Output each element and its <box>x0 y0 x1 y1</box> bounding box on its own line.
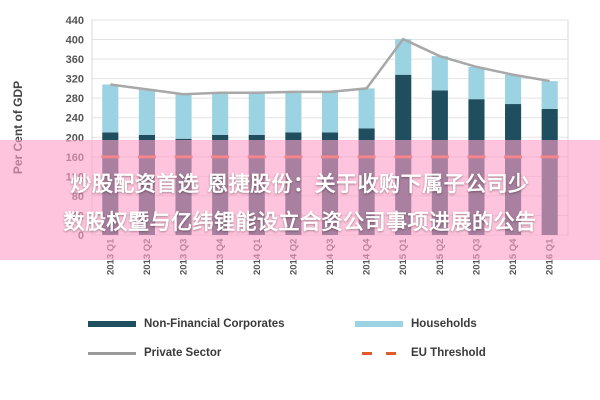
legend-label-non-financial: Non-Financial Corporates <box>144 318 285 330</box>
legend-item-eu-threshold: EU Threshold <box>355 347 486 359</box>
y-tick-label: 360 <box>66 54 84 66</box>
legend-dash-eu-threshold <box>355 351 403 355</box>
legend-swatch-households <box>355 321 403 327</box>
bar-households <box>468 66 485 100</box>
bar-households <box>431 56 448 91</box>
legend-item-private-sector: Private Sector <box>88 347 221 359</box>
legend-label-private-sector: Private Sector <box>144 347 222 359</box>
legend-item-non-financial: Non-Financial Corporates <box>88 318 285 330</box>
legend-label-eu-threshold: EU Threshold <box>411 347 486 359</box>
bar-households <box>541 81 558 109</box>
overlay-headline-line1[interactable]: 炒股配资首选 恩捷股份：关于收购下属子公司少 <box>70 172 530 196</box>
bar-households <box>395 39 412 75</box>
private-sector-line <box>110 37 550 96</box>
bar-households <box>285 91 302 133</box>
bar-households <box>505 74 522 105</box>
legend-line-private-sector <box>88 351 136 355</box>
y-tick-label: 440 <box>66 15 84 27</box>
y-tick-label: 400 <box>66 35 84 47</box>
y-tick-label: 280 <box>66 93 84 105</box>
bar-households <box>248 92 265 135</box>
bar-households <box>321 91 339 133</box>
overlay-banner <box>0 140 600 260</box>
bar-households <box>102 84 119 133</box>
legend-swatch-non-financial <box>88 321 136 327</box>
bar-households <box>175 94 192 139</box>
overlay-headline-line2[interactable]: 数股权暨与亿纬锂能设立合资公司事项进展的公告 <box>63 210 537 234</box>
y-tick-label: 320 <box>66 74 84 86</box>
bar-households <box>138 89 155 135</box>
bar-households <box>212 92 229 135</box>
y-tick-label: 240 <box>66 113 84 125</box>
chart-legend: Non-Financial Corporates Households Priv… <box>0 300 600 400</box>
bar-households <box>358 88 375 129</box>
legend-item-households: Households <box>355 318 477 330</box>
legend-label-households: Households <box>411 318 477 330</box>
